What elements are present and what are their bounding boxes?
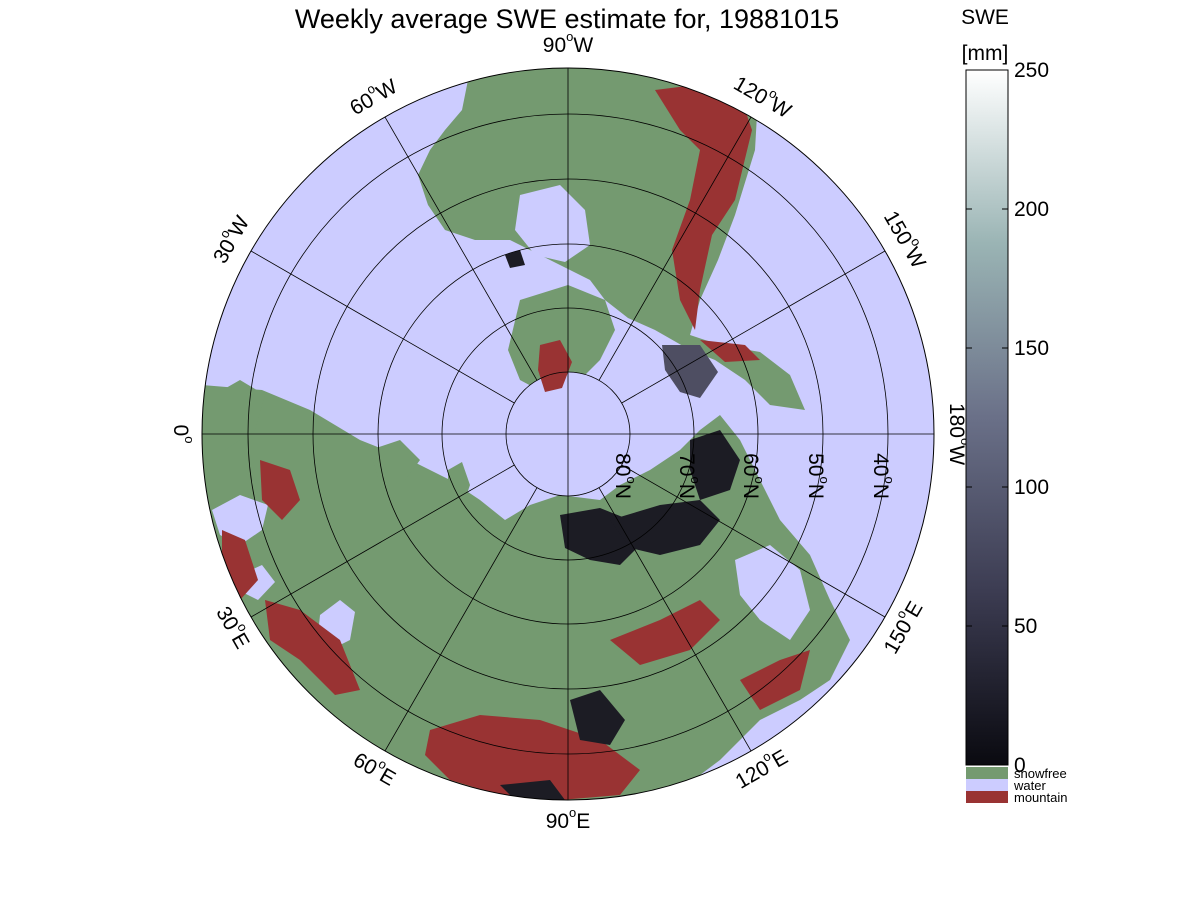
parallel-label-2: 60oN [739, 453, 766, 499]
meridian-line-8 [621, 464, 886, 618]
parallel-label-suffix: N [675, 484, 698, 499]
swe-snow-patches [500, 250, 740, 800]
meridian-label-dir: E [576, 810, 590, 833]
colorbar-title-line2: [mm] [962, 42, 1009, 65]
degree-sign: o [688, 476, 703, 483]
colorbar-tick-label-0: 0 [1014, 754, 1026, 777]
eurasia-landmass [202, 385, 850, 800]
graticule [202, 68, 934, 800]
meridian-label-value: 90 [543, 34, 566, 57]
meridian-label-value: 180 [945, 403, 968, 438]
meridian-label-value: 150 [879, 616, 916, 658]
meridian-line-2 [250, 250, 515, 404]
parallel-label-4: 40oN [869, 453, 896, 499]
category-swatch-mountain [966, 791, 1008, 803]
meridian-label-dir: E [768, 745, 792, 772]
parallel-label-value: 60 [739, 453, 762, 476]
parallel-label-value: 70 [675, 453, 698, 476]
meridian-line-1 [384, 116, 538, 381]
parallel-label-1: 70oN [675, 453, 702, 499]
novaya-zemlya-island [448, 462, 470, 520]
meridian-label-dir: W [900, 243, 930, 272]
colorbar: SWE [mm] 0 50 100 150 200 250 snowfreewatermo… [961, 6, 1067, 805]
parallel-label-3: 50oN [804, 453, 831, 499]
category-swatch-water [966, 779, 1008, 791]
colorbar-title-line1: SWE [961, 6, 1009, 29]
colorbar-tick-label-5: 250 [1014, 59, 1049, 82]
parallel-label-suffix: N [739, 484, 762, 499]
okhotsk-sea [735, 545, 810, 640]
polar-map: 90oW60oW30oW0o30oE60oE90oE120oE150oE180o… [169, 29, 972, 832]
meridian-line-4 [250, 464, 515, 618]
parallel-label-suffix: N [869, 484, 892, 499]
degree-sign: o [569, 805, 576, 820]
meridian-label-value: 0 [169, 425, 192, 437]
colorbar-tick-label-2: 100 [1014, 476, 1049, 499]
parallel-label-suffix: N [804, 484, 827, 499]
meridian-line-11 [598, 116, 752, 381]
parallel-label-suffix: N [611, 484, 634, 499]
colorbar-tick-label-3: 150 [1014, 337, 1049, 360]
meridian-label-value: 90 [546, 810, 569, 833]
map-title: Weekly average SWE estimate for, 1988101… [295, 4, 839, 34]
meridian-label-3: 0o [169, 425, 196, 444]
svalbard-island [370, 440, 420, 480]
degree-sign: o [182, 436, 197, 443]
meridian-line-10 [621, 250, 886, 404]
degree-sign: o [752, 476, 767, 483]
category-label-water: water [1013, 778, 1046, 793]
meridian-label-dir: W [372, 75, 401, 105]
meridian-line-7 [598, 487, 752, 752]
degree-sign: o [958, 438, 973, 445]
meridian-label-dir: E [227, 629, 254, 653]
map-border [201, 67, 935, 801]
parallel-label-value: 80 [611, 453, 634, 476]
colorbar-gradient [965, 69, 1009, 766]
parallel-label-value: 40 [869, 453, 892, 476]
meridian-label-0: 90oW [543, 29, 594, 56]
colorbar-tick-label-4: 200 [1014, 198, 1049, 221]
meridian-label-6: 90oE [546, 805, 591, 832]
meridian-label-dir: W [945, 445, 968, 465]
category-label-mountain: mountain [1014, 790, 1067, 805]
parallel-label-0: 80oN [611, 453, 638, 499]
meridian-label-value: 120 [730, 72, 772, 109]
colorbar-tick-label-1: 50 [1014, 615, 1037, 638]
degree-sign: o [566, 29, 573, 44]
meridian-label-dir: W [573, 34, 593, 57]
land-layer [202, 68, 850, 800]
category-swatch-snowfree [966, 767, 1008, 779]
degree-sign: o [817, 476, 832, 483]
alaska-swe-patch [662, 345, 718, 398]
parallel-label-value: 50 [804, 453, 827, 476]
degree-sign: o [882, 476, 897, 483]
degree-sign: o [624, 476, 639, 483]
meridian-label-value: 30 [209, 235, 241, 267]
hudson-bay [515, 185, 590, 262]
meridian-line-5 [384, 487, 538, 752]
colorbar-ticks: 0 50 100 150 200 250 [966, 59, 1049, 777]
meridian-label-value: 60 [349, 748, 381, 780]
meridian-label-9: 180oW [945, 403, 972, 465]
category-label-snowfree: snowfree [1014, 766, 1067, 781]
